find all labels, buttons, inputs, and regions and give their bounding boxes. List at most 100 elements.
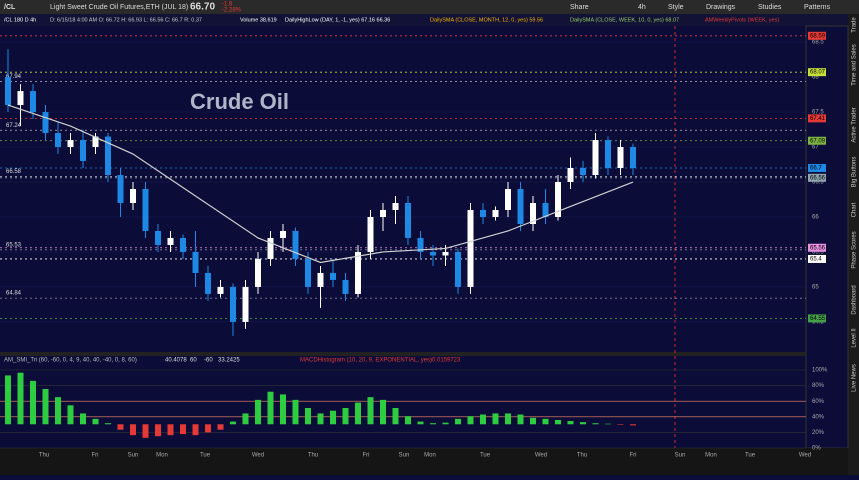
histogram-bar	[80, 413, 86, 425]
macd-title: MACDHistogram (10, 20, 9, EXPONENTIAL, y…	[300, 358, 432, 364]
candle-body	[317, 272, 324, 287]
toolbar-button[interactable]: 4h	[638, 4, 646, 11]
histogram-bar	[530, 417, 536, 425]
x-tick-label: Wed	[252, 453, 264, 459]
histogram-bar	[492, 413, 499, 425]
y-tick-label: 66	[812, 215, 819, 221]
histogram-bar	[130, 424, 136, 436]
side-tab[interactable]: Time and Sales	[852, 44, 858, 85]
candle-body	[330, 272, 336, 280]
candle-body	[405, 202, 411, 238]
candle-body	[92, 136, 99, 148]
side-tab[interactable]: Trade	[852, 17, 858, 33]
toolbar-button[interactable]: Share	[570, 4, 589, 11]
toolbar-button[interactable]: Studies	[758, 4, 782, 11]
histogram-bar	[92, 418, 99, 425]
side-tab[interactable]: Active Trader	[852, 107, 858, 142]
sma-line	[7, 104, 634, 264]
legend-entry: DailyHighLow (DAY, 1, -1, yes) 67.16 66.…	[285, 17, 390, 23]
candle-body	[155, 230, 161, 245]
change-pct: -2.28%	[222, 8, 242, 14]
histogram-bar	[342, 408, 349, 425]
indicator-reading: 40.4078	[165, 358, 187, 364]
candle-body	[55, 133, 61, 148]
price-level-box	[808, 31, 826, 40]
candle-body	[67, 140, 74, 148]
x-tick-label: Fri	[630, 453, 637, 459]
price-level-label: 67.09	[810, 138, 826, 144]
candle-body	[242, 286, 249, 322]
histogram-bar	[205, 424, 211, 433]
histogram-bar	[305, 408, 311, 425]
histogram-bar	[242, 413, 249, 425]
price-level-label: 68.07	[810, 70, 826, 76]
histogram-bar	[117, 424, 124, 430]
histogram-bar	[230, 421, 236, 425]
histogram-bar	[630, 424, 636, 426]
x-tick-label: Mon	[156, 453, 168, 459]
candle-body	[517, 189, 524, 224]
watermark-title: Crude Oil	[190, 89, 289, 114]
macd-last: -0.0159723	[430, 358, 461, 364]
candle-body	[255, 258, 261, 287]
candle-body	[617, 147, 624, 169]
toolbar-button[interactable]: Style	[668, 4, 684, 11]
side-tab[interactable]: Chart	[852, 202, 858, 217]
histogram-bar	[442, 422, 449, 425]
histogram-bar	[30, 380, 36, 425]
price-level-box	[808, 173, 826, 182]
y-tick-label: 68.5	[812, 40, 824, 46]
candle-body	[167, 237, 174, 245]
histogram-bar	[455, 418, 461, 425]
histogram-bar	[605, 423, 611, 425]
legend-entry: /CL 180 D 4h	[4, 17, 36, 23]
indicator-tick-label: 40%	[812, 414, 825, 420]
candle-body	[555, 182, 561, 217]
side-bar	[848, 14, 859, 475]
histogram-bar	[192, 424, 199, 436]
candle-body	[592, 140, 599, 176]
histogram-bar	[155, 424, 161, 437]
histogram-bar	[42, 389, 49, 425]
histogram-bar	[392, 408, 399, 425]
side-tab[interactable]: Big Buttons	[852, 157, 858, 188]
histogram-bar	[430, 423, 436, 425]
candle-body	[205, 272, 211, 294]
histogram-bar	[280, 394, 286, 425]
price-level-box	[808, 164, 826, 173]
side-tab[interactable]: Live News	[852, 364, 858, 392]
candle-body	[392, 202, 399, 210]
histogram-bar	[167, 424, 174, 436]
x-tick-label: Sun	[128, 453, 139, 459]
side-tab[interactable]: Phase Scores	[852, 231, 858, 268]
y-tick-label: 65	[812, 285, 819, 291]
price-level-box	[808, 136, 826, 145]
candle-body	[230, 286, 236, 322]
histogram-bar	[405, 416, 411, 425]
symbol[interactable]: /CL	[4, 4, 16, 11]
candle-body	[105, 136, 111, 176]
side-tab[interactable]: Level II	[852, 328, 858, 348]
candle-body	[467, 209, 474, 287]
left-level-label: 64.84	[6, 291, 22, 297]
price-level-label: 66.56	[810, 175, 826, 181]
price-level-box	[808, 254, 826, 263]
x-tick-label: Mon	[705, 453, 717, 459]
x-tick-label: Thu	[577, 453, 587, 459]
price-level-label: 64.55	[810, 316, 826, 322]
candle-body	[292, 230, 299, 259]
x-tick-label: Sun	[675, 453, 686, 459]
legend-entry: AMWeeklyPivots (WEEK, yes)	[705, 17, 779, 23]
legend-entry: Volume 38,619	[240, 17, 277, 23]
y-tick-label: 67.5	[812, 110, 824, 116]
side-tab[interactable]: Dashboard	[852, 285, 858, 314]
price-level-box	[808, 314, 826, 323]
toolbar	[0, 0, 859, 14]
toolbar-button[interactable]: Drawings	[706, 4, 736, 11]
histogram-bar	[105, 423, 111, 425]
price-level-box	[808, 114, 826, 123]
candle-body	[217, 286, 224, 294]
toolbar-button[interactable]: Patterns	[804, 4, 831, 11]
candle-body	[630, 147, 636, 169]
x-tick-label: Mon	[424, 453, 436, 459]
